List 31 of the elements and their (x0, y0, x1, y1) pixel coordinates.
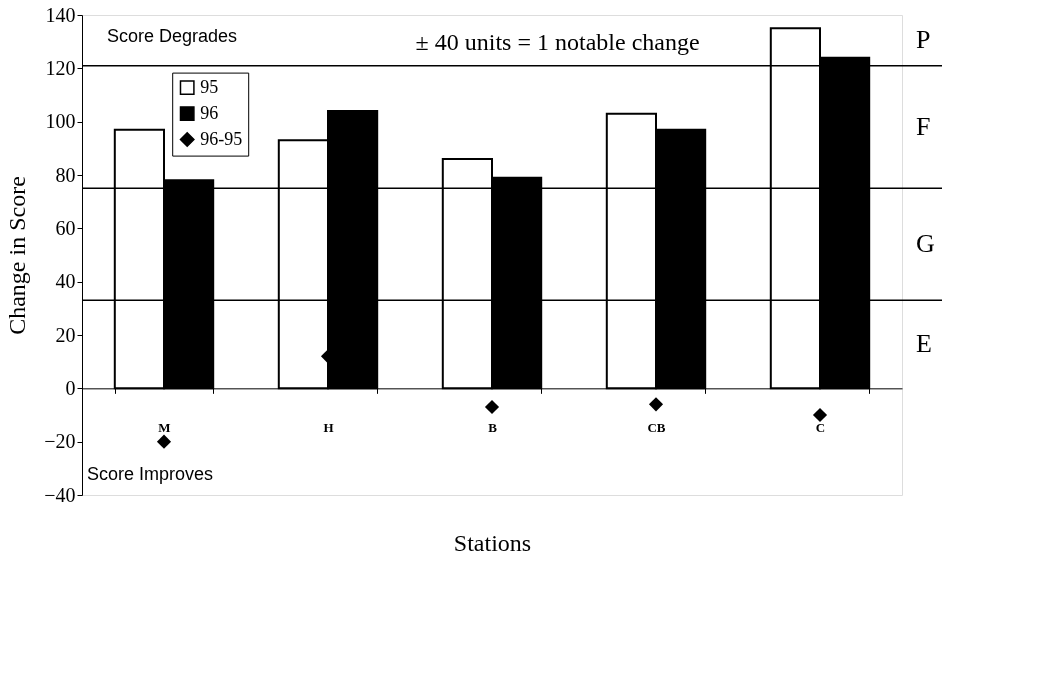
legend-label: 96 (200, 102, 219, 123)
annotation: Score Degrades (107, 26, 238, 46)
x-tick-label: CB (647, 419, 666, 435)
legend-label: 95 (200, 76, 219, 97)
y-tick-label: 80 (55, 163, 76, 186)
y-tick-label: 40 (55, 270, 76, 293)
point (648, 397, 664, 412)
y-tick-label: 100 (45, 110, 76, 133)
annotation: E (916, 329, 932, 359)
y-axis-title: Change in Score (4, 176, 31, 335)
point (812, 407, 828, 423)
y-tick-label: −40 (44, 483, 76, 506)
annotation: ± 40 units = 1 notable change (415, 29, 700, 55)
legend-label: 96-95 (200, 128, 243, 149)
y-tick-label: 140 (45, 3, 76, 26)
y-tick-label: 20 (55, 323, 76, 346)
point (484, 399, 500, 415)
x-tick-label: B (488, 419, 498, 435)
annotation: Score Improves (87, 464, 214, 484)
annotation: F (916, 112, 931, 141)
point (156, 434, 172, 449)
x-tick-label: C (815, 419, 826, 435)
y-tick-label: 60 (55, 216, 76, 239)
x-tick-label: H (323, 419, 334, 435)
y-tick-label: 0 (65, 376, 76, 399)
annotation: G (916, 229, 935, 259)
y-tick-label: 120 (45, 56, 76, 79)
y-tick-label: −20 (44, 430, 76, 453)
annotation: P (916, 25, 931, 55)
x-tick-label: M (158, 419, 171, 435)
x-axis-title: Stations (453, 529, 532, 556)
